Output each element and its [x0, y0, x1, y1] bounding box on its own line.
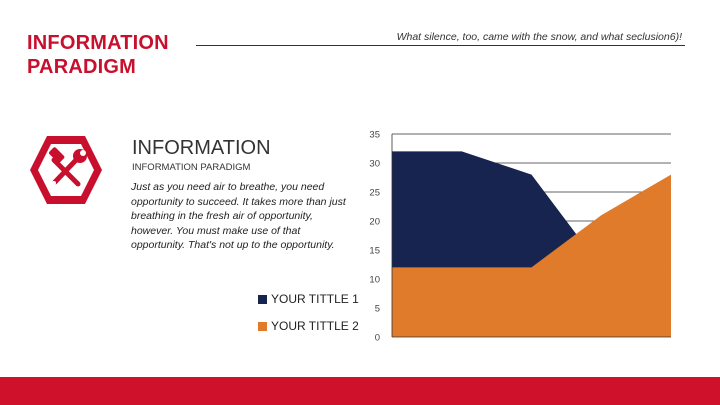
y-tick-label: 20	[369, 217, 380, 228]
page-title: INFORMATION PARADIGM	[27, 31, 169, 79]
y-tick-label: 35	[369, 130, 380, 141]
y-tick-label: 30	[369, 159, 380, 170]
info-body-text: Just as you need air to breathe, you nee…	[131, 181, 346, 251]
legend-swatch-series2	[258, 321, 267, 331]
legend-label-series1: YOUR TITTLE 1	[271, 292, 359, 306]
chart-legend: YOUR TITTLE 1 YOUR TITTLE 2	[258, 289, 359, 343]
area-chart: 0 5 10 15 20 25 30 35	[369, 130, 672, 344]
legend-swatch-series1	[258, 294, 267, 304]
legend-item-series2: YOUR TITTLE 2	[258, 316, 359, 336]
page-title-line2: PARADIGM	[27, 56, 137, 78]
y-tick-label: 0	[375, 333, 380, 344]
page-title-line1: INFORMATION	[27, 32, 169, 54]
info-heading: INFORMATION	[132, 137, 271, 159]
y-tick-label: 10	[369, 275, 380, 286]
y-tick-label: 15	[369, 246, 380, 257]
footer-bar	[0, 377, 720, 405]
y-tick-label: 25	[369, 188, 380, 199]
legend-item-series1: YOUR TITTLE 1	[258, 289, 359, 309]
tools-hexagon-icon	[30, 136, 102, 204]
header-divider	[196, 45, 685, 46]
header-quote: What silence, too, came with the snow, a…	[396, 31, 682, 43]
legend-label-series2: YOUR TITTLE 2	[271, 319, 359, 333]
y-tick-label: 5	[375, 304, 380, 315]
info-subheading: INFORMATION PARADIGM	[132, 162, 251, 173]
